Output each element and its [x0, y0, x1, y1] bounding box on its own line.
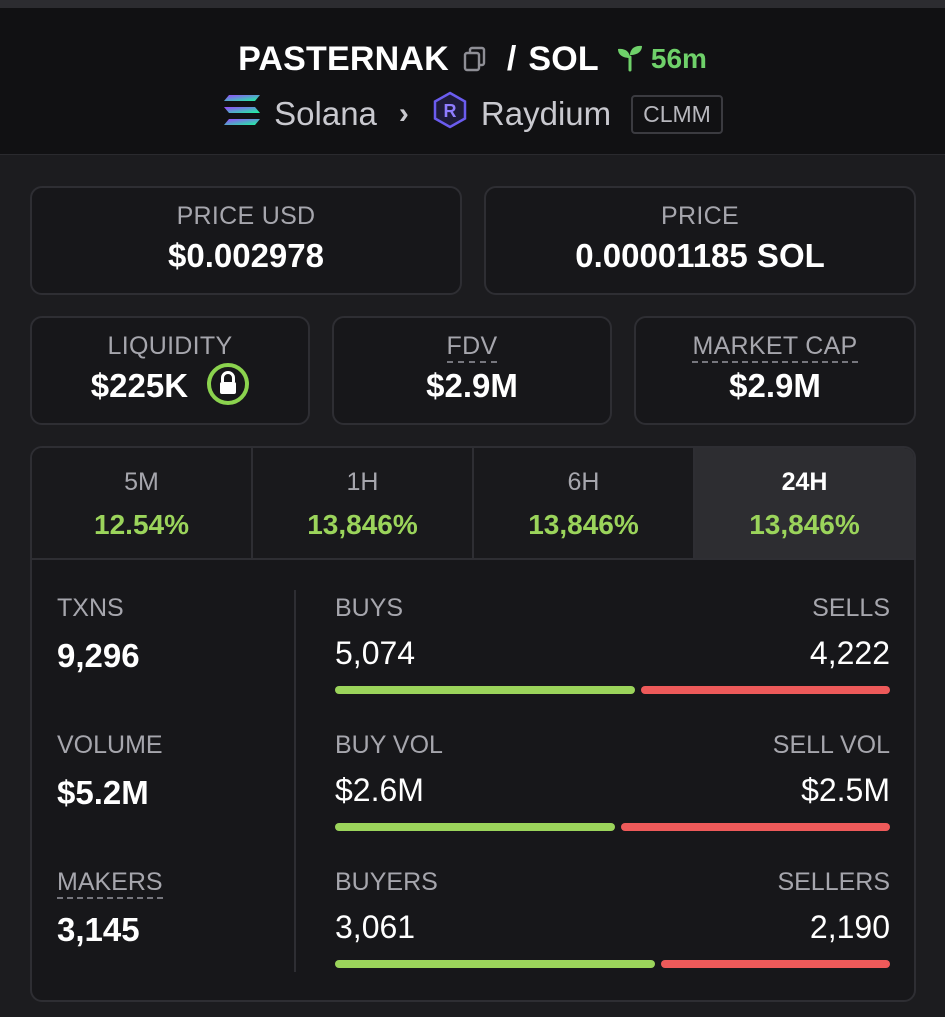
txns-label: TXNS [57, 594, 124, 622]
base-token-symbol: PASTERNAK [238, 39, 449, 78]
txns-value: 9,296 [57, 637, 140, 674]
copy-icon[interactable] [461, 45, 489, 73]
price-native-value: 0.00001185 SOL [575, 237, 825, 274]
buys-sells-bar [335, 686, 890, 694]
sell-vol-value: $2.5M [801, 772, 890, 808]
buyers-label: BUYERS [335, 868, 438, 896]
volume-label: VOLUME [57, 731, 163, 759]
solana-icon [222, 93, 262, 135]
buys-value: 5,074 [335, 635, 416, 671]
trading-stats-panel: 5M 12.54% 1H 13,846% 6H 13,846% 24H 13,8… [30, 446, 916, 1002]
fdv-value: $2.9M [426, 367, 518, 404]
quote-token-symbol: SOL [528, 39, 599, 78]
buy-bar-segment [335, 960, 656, 968]
buys-sells-stat: BUYS SELLS 5,074 4,222 [335, 594, 890, 694]
buyers-value: 3,061 [335, 909, 416, 945]
tab-label: 6H [567, 468, 600, 496]
buy-bar-segment [335, 823, 615, 831]
tab-6h[interactable]: 6H 13,846% [474, 448, 695, 558]
liquidity-value-row: $225K [32, 363, 308, 409]
price-usd-value: $0.002978 [168, 237, 324, 274]
makers-stat: MAKERS 3,145 [57, 868, 163, 949]
volume-value: $5.2M [57, 774, 149, 811]
sellers-value: 2,190 [809, 909, 890, 945]
sell-bar-segment [620, 823, 890, 831]
seedling-icon [615, 42, 645, 77]
breadcrumb: Solana › R Raydium CLMM [0, 90, 945, 138]
pair-title-row: PASTERNAK / SOL 56m [0, 36, 945, 82]
market-cap-card: MARKET CAP $2.9M [634, 316, 916, 425]
pair-separator: / [506, 39, 517, 78]
txns-stat: TXNS 9,296 [57, 594, 140, 675]
stats-rows: TXNS 9,296 VOLUME $5.2M MAKERS 3,145 BUY… [32, 560, 914, 1000]
makers-label[interactable]: MAKERS [57, 868, 163, 899]
market-cap-label[interactable]: MARKET CAP [692, 332, 858, 363]
liquidity-label: LIQUIDITY [107, 332, 233, 360]
tab-change: 12.54% [94, 509, 189, 540]
makers-value: 3,145 [57, 911, 140, 948]
price-native-card: PRICE 0.00001185 SOL [484, 186, 916, 295]
chevron-right-icon: › [398, 97, 409, 130]
pair-age: 56m [615, 42, 707, 77]
buy-bar-segment [335, 686, 635, 694]
dex-link[interactable]: Raydium [480, 95, 612, 132]
pair-age-text: 56m [650, 43, 707, 74]
buyers-sellers-stat: BUYERS SELLERS 3,061 2,190 [335, 868, 890, 968]
buy-sell-vol-bar [335, 823, 890, 831]
buys-label: BUYS [335, 594, 404, 622]
fdv-label[interactable]: FDV [446, 332, 498, 363]
sells-label: SELLS [812, 594, 890, 622]
sells-value: 4,222 [809, 635, 890, 671]
buy-vol-value: $2.6M [335, 772, 424, 808]
sell-bar-segment [640, 686, 890, 694]
volume-stat: VOLUME $5.2M [57, 731, 163, 812]
price-native-label: PRICE [661, 202, 739, 230]
sell-bar-segment [661, 960, 890, 968]
tab-1h[interactable]: 1H 13,846% [253, 448, 474, 558]
tab-change: 13,846% [307, 509, 418, 540]
tab-change: 13,846% [749, 509, 860, 540]
raydium-icon: R [431, 91, 469, 137]
fdv-card: FDV $2.9M [332, 316, 612, 425]
column-divider [294, 590, 296, 972]
timeframe-tabs: 5M 12.54% 1H 13,846% 6H 13,846% 24H 13,8… [32, 448, 914, 560]
sell-vol-label: SELL VOL [772, 731, 890, 759]
liquidity-card: LIQUIDITY $225K [30, 316, 310, 425]
chain-link[interactable]: Solana [274, 95, 377, 132]
lock-icon[interactable] [207, 363, 250, 406]
buyers-sellers-bar [335, 960, 890, 968]
buy-sell-volume-stat: BUY VOL SELL VOL $2.6M $2.5M [335, 731, 890, 831]
tab-change: 13,846% [528, 509, 639, 540]
tab-label: 24H [781, 468, 828, 496]
buy-vol-label: BUY VOL [335, 731, 443, 759]
tab-5m[interactable]: 5M 12.54% [32, 448, 253, 558]
tab-label: 5M [124, 468, 159, 496]
tab-label: 1H [346, 468, 379, 496]
market-cap-value: $2.9M [729, 367, 821, 404]
sellers-label: SELLERS [777, 868, 890, 896]
tab-24h[interactable]: 24H 13,846% [695, 448, 914, 558]
top-strip [0, 0, 945, 8]
pool-type-badge: CLMM [631, 94, 723, 134]
pair-header: PASTERNAK / SOL 56m [0, 8, 945, 155]
price-usd-label: PRICE USD [176, 202, 316, 230]
svg-text:R: R [443, 101, 456, 121]
price-usd-card: PRICE USD $0.002978 [30, 186, 462, 295]
liquidity-value: $225K [90, 367, 189, 404]
